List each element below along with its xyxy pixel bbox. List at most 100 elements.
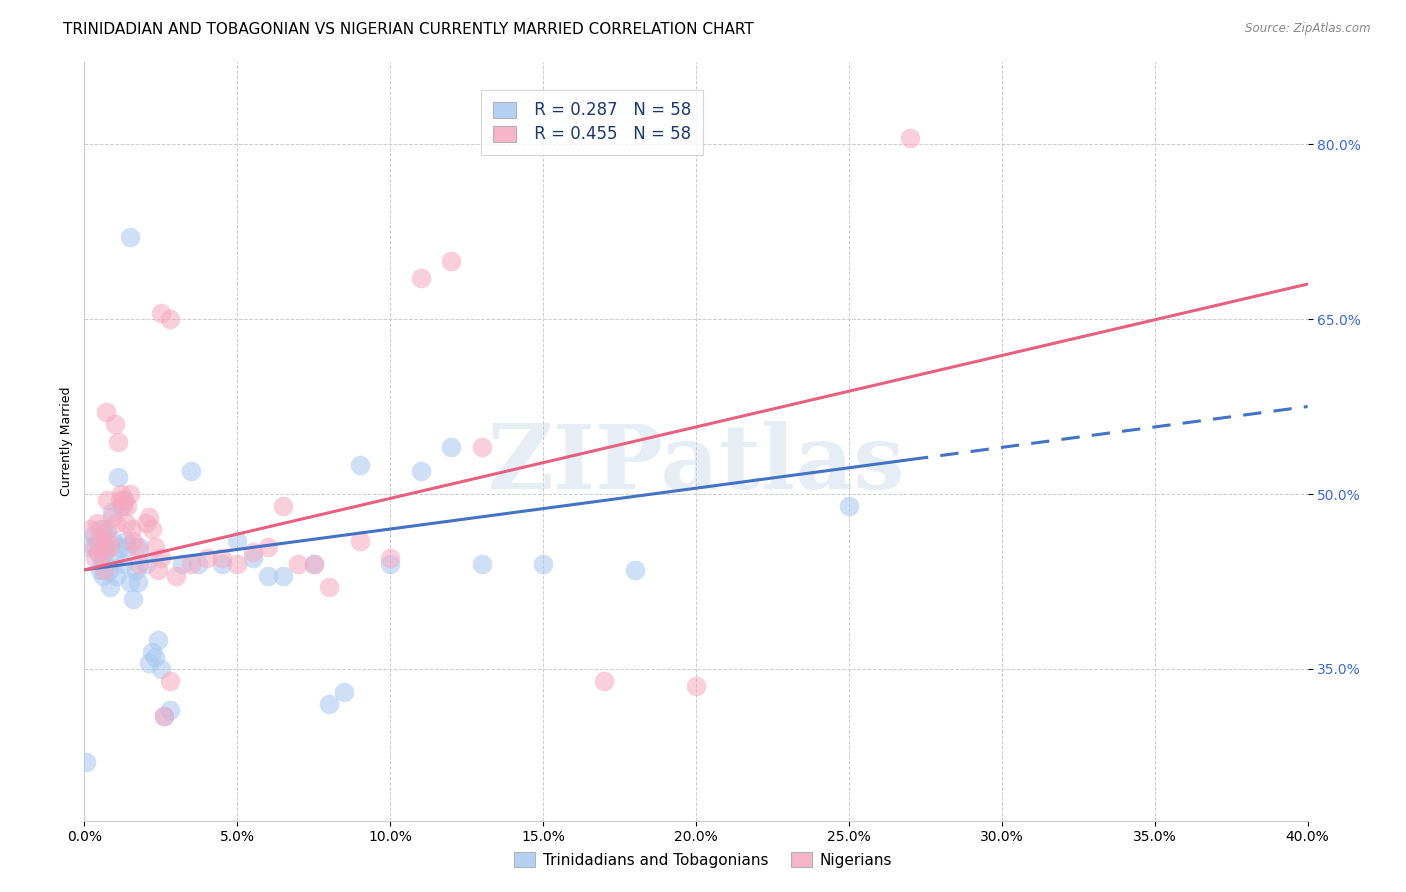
Point — [257, 540, 280, 554]
Point — [149, 551, 172, 566]
Point — [83, 540, 105, 554]
Point — [94, 405, 117, 419]
Y-axis label: Currently Married: Currently Married — [60, 387, 73, 496]
Point — [271, 568, 294, 582]
Point — [257, 568, 280, 582]
Point — [333, 685, 356, 699]
Point — [141, 644, 163, 658]
Point — [93, 545, 115, 559]
Point — [90, 551, 112, 566]
Point — [115, 499, 138, 513]
Point — [471, 557, 494, 571]
Point — [105, 568, 128, 582]
Point — [409, 464, 432, 478]
Point — [91, 522, 114, 536]
Point — [110, 499, 132, 513]
Legend:  R = 0.287   N = 58,  R = 0.455   N = 58: R = 0.287 N = 58, R = 0.455 N = 58 — [481, 90, 703, 155]
Point — [101, 504, 124, 518]
Point — [143, 540, 166, 554]
Point — [83, 528, 105, 542]
Point — [79, 522, 101, 536]
Point — [94, 540, 117, 554]
Point — [153, 708, 176, 723]
Point — [440, 253, 463, 268]
Point — [96, 522, 118, 536]
Point — [107, 434, 129, 449]
Point — [104, 417, 127, 431]
Point — [91, 528, 114, 542]
Point — [114, 533, 136, 548]
Point — [122, 592, 145, 607]
Point — [242, 551, 264, 566]
Point — [84, 551, 107, 566]
Point — [159, 703, 181, 717]
Point — [531, 557, 554, 571]
Point — [471, 441, 494, 455]
Point — [226, 533, 249, 548]
Point — [195, 551, 218, 566]
Point — [103, 533, 125, 548]
Point — [127, 574, 149, 589]
Point — [226, 557, 249, 571]
Point — [318, 580, 340, 594]
Point — [120, 574, 142, 589]
Point — [898, 131, 921, 145]
Point — [186, 557, 208, 571]
Text: Source: ZipAtlas.com: Source: ZipAtlas.com — [1246, 22, 1371, 36]
Point — [105, 516, 128, 531]
Point — [112, 492, 135, 507]
Point — [93, 551, 115, 566]
Point — [111, 557, 134, 571]
Point — [87, 545, 110, 559]
Point — [125, 540, 148, 554]
Point — [380, 557, 402, 571]
Point — [838, 499, 860, 513]
Point — [180, 557, 202, 571]
Point — [90, 533, 112, 548]
Point — [380, 551, 402, 566]
Point — [149, 662, 172, 676]
Point — [349, 458, 371, 472]
Point — [108, 540, 131, 554]
Point — [111, 499, 134, 513]
Point — [349, 533, 371, 548]
Point — [96, 492, 118, 507]
Point — [112, 492, 135, 507]
Point — [125, 563, 148, 577]
Point — [146, 632, 169, 647]
Point — [86, 516, 108, 531]
Point — [121, 522, 143, 536]
Point — [211, 551, 233, 566]
Point — [89, 522, 111, 536]
Point — [624, 563, 647, 577]
Point — [318, 697, 340, 711]
Point — [128, 557, 150, 571]
Point — [211, 557, 233, 571]
Text: TRINIDADIAN AND TOBAGONIAN VS NIGERIAN CURRENTLY MARRIED CORRELATION CHART: TRINIDADIAN AND TOBAGONIAN VS NIGERIAN C… — [63, 22, 754, 37]
Point — [86, 533, 108, 548]
Point — [271, 499, 294, 513]
Point — [89, 563, 111, 577]
Point — [98, 580, 121, 594]
Point — [138, 656, 160, 670]
Point — [159, 673, 181, 688]
Point — [120, 230, 142, 244]
Point — [159, 312, 181, 326]
Point — [77, 540, 100, 554]
Point — [110, 487, 132, 501]
Point — [107, 469, 129, 483]
Point — [409, 271, 432, 285]
Point — [101, 510, 124, 524]
Point — [153, 708, 176, 723]
Point — [593, 673, 616, 688]
Point — [115, 540, 138, 554]
Point — [97, 563, 120, 577]
Point — [143, 650, 166, 665]
Point — [165, 568, 187, 582]
Point — [135, 557, 157, 571]
Point — [440, 441, 463, 455]
Point — [114, 516, 136, 531]
Point — [685, 680, 707, 694]
Point — [75, 756, 97, 770]
Point — [97, 533, 120, 548]
